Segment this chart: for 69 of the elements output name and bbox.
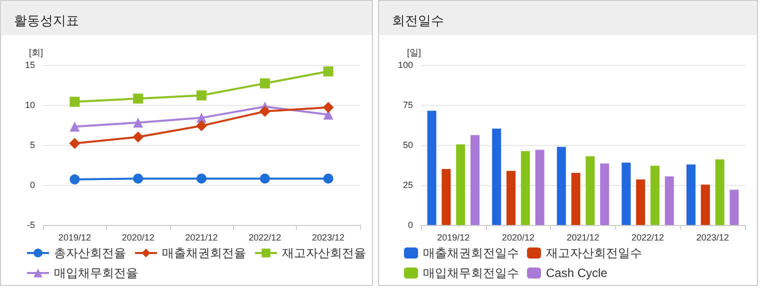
legend-label: 재고자산회전일수 <box>546 246 642 260</box>
y-tick-label: 0 <box>408 220 413 230</box>
point <box>133 118 144 128</box>
point <box>260 78 270 88</box>
legend-label: 매입채무회전일수 <box>423 266 519 280</box>
point <box>70 122 80 132</box>
bar <box>427 110 436 225</box>
bar <box>586 156 595 225</box>
point <box>196 174 206 184</box>
point <box>196 120 207 132</box>
legend-label: 매출채권회전율 <box>162 246 246 260</box>
chart-title: 회전일수 <box>392 13 444 28</box>
legend-label: Cash Cycle <box>546 266 608 280</box>
x-tick-label: 2022/12 <box>632 232 664 242</box>
bar <box>622 162 631 225</box>
y-axis-title: [회] <box>28 48 43 58</box>
point <box>260 174 270 184</box>
bar <box>730 190 739 225</box>
y-tick-label: 50 <box>402 140 413 150</box>
bar <box>470 135 480 225</box>
y-tick-label: 75 <box>402 100 413 110</box>
x-tick-label: 2019/12 <box>437 232 470 242</box>
bar <box>506 170 516 225</box>
bar <box>636 180 646 225</box>
chart-title: 활동성지표 <box>14 13 79 28</box>
point <box>322 102 334 113</box>
bar <box>686 164 696 225</box>
y-tick-label: 100 <box>398 60 413 70</box>
bar <box>600 164 610 225</box>
bar <box>456 144 466 225</box>
bar <box>650 166 660 225</box>
y-tick-label: 25 <box>402 180 413 190</box>
legend-label: 매입채무회전율 <box>54 266 138 280</box>
bar <box>715 159 724 225</box>
point <box>133 174 144 184</box>
point <box>133 94 144 104</box>
point <box>69 138 80 149</box>
x-tick-label: 2022/12 <box>248 232 282 242</box>
x-tick-label: 2021/12 <box>566 232 600 242</box>
y-tick-label: 0 <box>30 180 35 190</box>
y-tick-label: -5 <box>26 220 35 230</box>
y-tick-label: 15 <box>24 60 35 70</box>
point <box>132 132 144 142</box>
point <box>323 174 334 184</box>
bar <box>535 150 544 225</box>
legend-label: 재고자산회전율 <box>282 246 366 260</box>
legend-label: 총자산회전율 <box>54 246 126 260</box>
point <box>70 174 80 184</box>
bar <box>556 146 566 225</box>
x-tick-label: 2023/12 <box>312 232 345 242</box>
bar <box>520 151 530 225</box>
y-tick-label: 5 <box>30 140 35 150</box>
x-tick-label: 2020/12 <box>502 232 534 242</box>
y-axis-title: [일] <box>406 48 421 58</box>
legend-label: 매출채권회전일수 <box>423 246 519 260</box>
bar <box>664 176 674 225</box>
x-tick-label: 2019/12 <box>58 232 91 242</box>
point <box>323 66 334 76</box>
bar <box>571 172 580 225</box>
x-tick-label: 2020/12 <box>122 232 154 242</box>
point <box>259 106 270 117</box>
bar <box>442 169 451 225</box>
x-tick-label: 2021/12 <box>185 232 218 242</box>
y-tick-label: 10 <box>24 100 35 110</box>
point <box>196 90 206 100</box>
bar <box>492 128 502 225</box>
bar <box>700 184 710 225</box>
point <box>70 96 80 107</box>
x-tick-label: 2023/12 <box>696 232 729 242</box>
